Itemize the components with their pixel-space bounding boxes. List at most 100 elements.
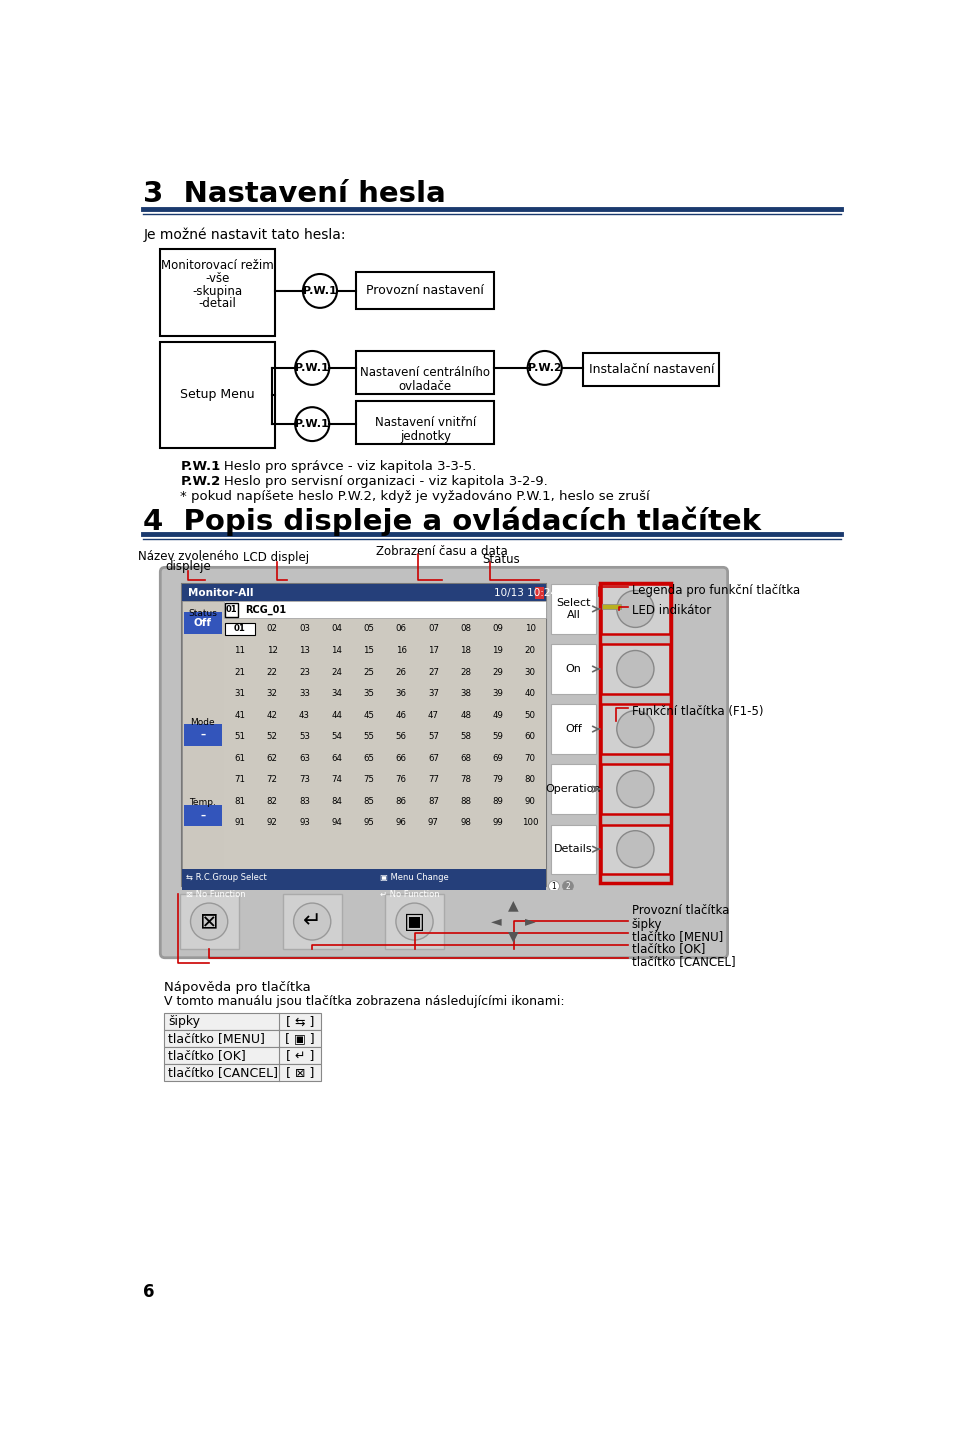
Text: 2: 2 bbox=[565, 881, 570, 891]
Text: Monitor-All: Monitor-All bbox=[188, 588, 253, 598]
Bar bbox=[601, 704, 670, 753]
Text: [ ⇆ ]: [ ⇆ ] bbox=[286, 1016, 314, 1029]
Text: Details: Details bbox=[554, 845, 592, 853]
Text: 34: 34 bbox=[331, 690, 342, 698]
Text: –: – bbox=[201, 730, 205, 740]
Text: 76: 76 bbox=[396, 775, 407, 784]
Bar bbox=[551, 645, 596, 694]
Text: 03: 03 bbox=[299, 625, 310, 633]
Text: ▼: ▼ bbox=[509, 929, 519, 943]
Text: 74: 74 bbox=[331, 775, 342, 784]
Text: tlačítko [CANCEL]: tlačítko [CANCEL] bbox=[168, 1066, 278, 1080]
Text: 1: 1 bbox=[552, 881, 557, 891]
Text: Off: Off bbox=[565, 724, 582, 735]
Text: RCG_01: RCG_01 bbox=[246, 604, 287, 614]
Bar bbox=[225, 623, 255, 635]
Bar bbox=[226, 603, 238, 617]
Text: displeje: displeje bbox=[165, 561, 211, 574]
Text: 48: 48 bbox=[460, 710, 471, 720]
Bar bbox=[164, 1030, 321, 1048]
Bar bbox=[551, 704, 596, 753]
Bar bbox=[224, 601, 546, 869]
Circle shape bbox=[396, 903, 433, 940]
Bar bbox=[160, 249, 275, 336]
Text: Provozní tlačítka: Provozní tlačítka bbox=[632, 904, 729, 917]
Text: 84: 84 bbox=[331, 797, 342, 806]
Text: ⊠ No Function: ⊠ No Function bbox=[186, 890, 246, 898]
Bar bbox=[600, 582, 671, 882]
Circle shape bbox=[548, 881, 560, 891]
Text: 06: 06 bbox=[396, 625, 407, 633]
Text: Select
All: Select All bbox=[556, 598, 590, 620]
Text: 80: 80 bbox=[524, 775, 536, 784]
Text: 68: 68 bbox=[460, 753, 471, 762]
Text: -vše: -vše bbox=[205, 272, 229, 285]
Bar bbox=[551, 824, 596, 874]
Circle shape bbox=[616, 651, 654, 687]
Text: -detail: -detail bbox=[199, 297, 236, 310]
Text: Instalační nastavení: Instalační nastavení bbox=[588, 362, 714, 375]
Text: 90: 90 bbox=[525, 797, 536, 806]
Bar bbox=[165, 890, 723, 953]
Text: 05: 05 bbox=[364, 625, 374, 633]
Text: Nápověda pro tlačítka: Nápověda pro tlačítka bbox=[164, 981, 311, 994]
Text: 45: 45 bbox=[364, 710, 374, 720]
Text: 14: 14 bbox=[331, 646, 342, 655]
Text: 61: 61 bbox=[234, 753, 246, 762]
Text: 21: 21 bbox=[234, 668, 246, 677]
Text: 58: 58 bbox=[460, 732, 471, 742]
Bar bbox=[385, 894, 444, 949]
Text: 32: 32 bbox=[267, 690, 277, 698]
Text: 51: 51 bbox=[234, 732, 246, 742]
Text: 01: 01 bbox=[226, 606, 237, 614]
FancyBboxPatch shape bbox=[160, 568, 728, 958]
Text: 86: 86 bbox=[396, 797, 407, 806]
Text: 81: 81 bbox=[234, 797, 246, 806]
Text: 10: 10 bbox=[524, 625, 536, 633]
Text: 62: 62 bbox=[267, 753, 277, 762]
Text: LED indikátor: LED indikátor bbox=[632, 604, 710, 616]
Text: 12: 12 bbox=[267, 646, 277, 655]
Text: : Heslo pro správce - viz kapitola 3-3-5.: : Heslo pro správce - viz kapitola 3-3-5… bbox=[211, 461, 477, 474]
Text: 28: 28 bbox=[460, 668, 471, 677]
Circle shape bbox=[563, 881, 573, 891]
Bar bbox=[356, 351, 494, 394]
Bar bbox=[601, 584, 670, 633]
Text: 19: 19 bbox=[492, 646, 503, 655]
Text: 57: 57 bbox=[428, 732, 439, 742]
Circle shape bbox=[190, 903, 228, 940]
Text: 59: 59 bbox=[492, 732, 503, 742]
Bar bbox=[601, 824, 670, 874]
Text: 47: 47 bbox=[428, 710, 439, 720]
Text: 36: 36 bbox=[396, 690, 407, 698]
Text: 41: 41 bbox=[234, 710, 246, 720]
Text: 13: 13 bbox=[299, 646, 310, 655]
Text: 60: 60 bbox=[524, 732, 536, 742]
Text: 89: 89 bbox=[492, 797, 503, 806]
Circle shape bbox=[295, 407, 329, 440]
Text: ovladače: ovladače bbox=[398, 380, 452, 393]
Text: 44: 44 bbox=[331, 710, 342, 720]
Text: Název zvoleného: Název zvoleného bbox=[138, 549, 238, 562]
Text: Setup Menu: Setup Menu bbox=[180, 388, 255, 401]
Text: 77: 77 bbox=[428, 775, 439, 784]
Text: Je možné nastavit tato hesla:: Je možné nastavit tato hesla: bbox=[143, 227, 346, 242]
Text: 08: 08 bbox=[460, 625, 471, 633]
Text: Funkční tlačítka (F1-5): Funkční tlačítka (F1-5) bbox=[632, 706, 763, 719]
Text: 72: 72 bbox=[267, 775, 277, 784]
Text: ▲: ▲ bbox=[509, 898, 519, 913]
Text: 67: 67 bbox=[428, 753, 439, 762]
Bar bbox=[182, 869, 546, 887]
Text: 63: 63 bbox=[299, 753, 310, 762]
Text: tlačítko [MENU]: tlačítko [MENU] bbox=[168, 1032, 265, 1045]
Text: 70: 70 bbox=[524, 753, 536, 762]
Text: Mode: Mode bbox=[191, 719, 215, 727]
Bar bbox=[164, 1048, 321, 1064]
Text: Temp.: Temp. bbox=[189, 798, 216, 807]
Text: 54: 54 bbox=[331, 732, 342, 742]
Circle shape bbox=[616, 590, 654, 627]
Text: * pokud napíšete heslo P.W.2, když je vyžadováno P.W.1, heslo se zruší: * pokud napíšete heslo P.W.2, když je vy… bbox=[180, 490, 650, 503]
Circle shape bbox=[295, 351, 329, 385]
Text: jednotky: jednotky bbox=[400, 430, 451, 443]
Bar bbox=[601, 765, 670, 814]
